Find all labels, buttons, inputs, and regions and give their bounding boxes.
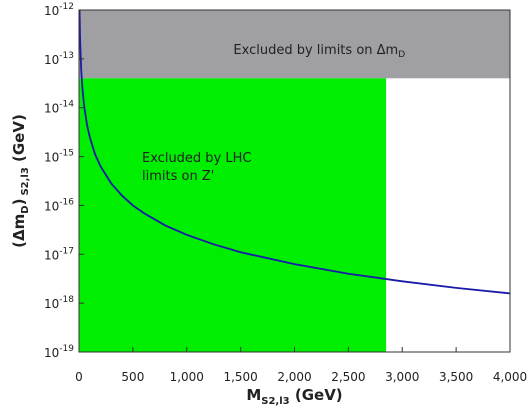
- x-axis-label-main: M: [246, 386, 261, 404]
- x-tick-label: 3,500: [439, 370, 473, 384]
- y-axis-label-mid: ): [10, 199, 28, 206]
- y-tick-label: 10-12: [44, 2, 74, 18]
- y-axis-label-main: (Δm: [10, 214, 28, 248]
- y-axis-label-unit: (GeV): [10, 114, 28, 167]
- series-line: [78, 9, 511, 295]
- series-group: [78, 9, 511, 295]
- x-tick-label: 0: [75, 370, 83, 384]
- lhc-exclusion-label-line: Excluded by LHC: [142, 151, 251, 166]
- y-tick-label: 10-19: [44, 344, 74, 360]
- y-axis-ticks: 10-19 10-18 10-17 10-16 10-15 10-14 10-13 10-12: [44, 2, 84, 360]
- x-axis-label-sub: S2,l3: [261, 396, 289, 407]
- x-axis-label-unit: (GeV): [290, 386, 343, 404]
- delta-m-exclusion-label-sub: D: [398, 50, 405, 60]
- y-tick-label: 10-15: [44, 149, 74, 165]
- x-tick-label: 3,000: [385, 370, 419, 384]
- lhc-exclusion-label-line: limits on Z': [142, 169, 214, 184]
- x-tick-label: 2,500: [331, 370, 365, 384]
- y-tick-label: 10-16: [44, 197, 74, 213]
- y-axis-label-sub2: S2,l3: [20, 167, 31, 195]
- exclusion-regions: [79, 10, 510, 353]
- delta-m-exclusion-label: Excluded by limits on ΔmD: [233, 43, 405, 60]
- y-tick-label: 10-17: [44, 246, 74, 262]
- y-tick-label: 10-14: [44, 100, 74, 116]
- delta-m-exclusion-region: [79, 10, 510, 79]
- y-tick-label: 10-13: [44, 51, 74, 67]
- y-axis-label-sub1: D: [20, 205, 31, 213]
- y-axis-label: (ΔmD) S2,l3 (GeV): [10, 114, 31, 248]
- x-tick-label: 2,000: [277, 370, 311, 384]
- x-axis-label: MS2,l3 (GeV): [246, 386, 342, 407]
- x-tick-label: 4,000: [493, 370, 527, 384]
- lhc-exclusion-region: [79, 78, 387, 353]
- region-annotations: Excluded by limits on ΔmD Excluded by LHC…: [142, 43, 405, 184]
- x-tick-label: 500: [121, 370, 144, 384]
- x-tick-label: 1,000: [170, 370, 204, 384]
- y-tick-label: 10-18: [44, 295, 74, 311]
- delta-m-exclusion-label-text: Excluded by limits on Δm: [233, 43, 398, 58]
- x-tick-label: 1,500: [223, 370, 257, 384]
- x-axis-ticks: 0 500 1,000 1,500 2,000 2,500 3,000 3,500 4,000: [75, 347, 527, 384]
